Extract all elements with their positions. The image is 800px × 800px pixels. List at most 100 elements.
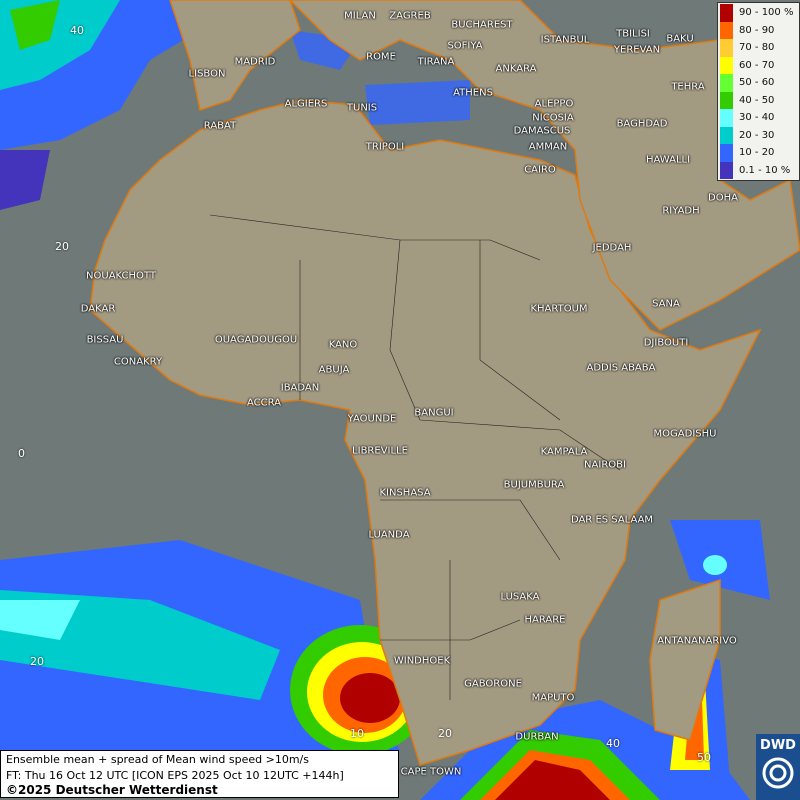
city-label: NOUAKCHOTT — [86, 270, 156, 282]
city-label: BAKU — [666, 33, 694, 45]
city-label: YAOUNDE — [347, 413, 397, 425]
city-label: ABUJA — [318, 364, 350, 376]
legend-item: 0.1 - 10 % — [718, 161, 799, 179]
city-label: BANGUI — [414, 407, 454, 419]
legend-swatch — [720, 144, 733, 162]
city-label: HARARE — [524, 614, 566, 626]
legend-label: 60 - 70 — [739, 59, 775, 71]
city-label: TRIPOLI — [365, 141, 405, 153]
info-forecast-time: FT: Thu 16 Oct 12 UTC [ICON EPS 2025 Oct… — [6, 768, 344, 782]
city-label: DAKAR — [80, 303, 116, 315]
city-label: CAPE TOWN — [400, 766, 462, 778]
legend-item: 30 - 40 — [718, 109, 799, 127]
legend-swatch — [720, 56, 733, 74]
city-label: AMMAN — [528, 141, 568, 153]
grid-label: 20 — [438, 727, 452, 740]
legend-label: 20 - 30 — [739, 129, 775, 141]
city-label: DAR ES SALAAM — [570, 514, 654, 526]
city-label: ISTANBUL — [540, 34, 590, 46]
city-label: NAIROBI — [584, 459, 626, 471]
city-label: RABAT — [203, 120, 237, 132]
city-label: OUAGADOUGOU — [214, 334, 298, 346]
city-label: ANTANANARIVO — [657, 635, 737, 647]
city-label: JEDDAH — [592, 242, 632, 254]
city-label: CONAKRY — [113, 356, 163, 368]
grid-label: 20 — [30, 655, 44, 668]
grid-label: 40 — [606, 737, 620, 750]
legend-swatch — [720, 161, 733, 179]
info-box: Ensemble mean + spread of Mean wind spee… — [0, 750, 399, 798]
city-label: NICOSIA — [532, 112, 574, 124]
legend-label: 80 - 90 — [739, 24, 775, 36]
city-label: ADDIS ABABA — [586, 362, 656, 374]
legend-label: 30 - 40 — [739, 112, 775, 124]
city-label: MOGADISHU — [653, 428, 717, 440]
city-label: GABORONE — [464, 678, 522, 690]
city-label: BUJUMBURA — [503, 479, 565, 491]
city-label: DOHA — [708, 192, 738, 204]
city-label: DAMASCUS — [513, 125, 571, 137]
city-label: BISSAU — [86, 334, 124, 346]
legend-label: 90 - 100 % — [739, 7, 794, 19]
legend-item: 80 - 90 — [718, 21, 799, 39]
city-label: ANKARA — [495, 63, 537, 75]
city-label: SANA — [652, 298, 680, 310]
city-label: LUANDA — [368, 529, 410, 541]
city-label: WINDHOEK — [393, 655, 451, 667]
city-label: ATHENS — [453, 87, 493, 99]
city-label: LUSAKA — [500, 591, 540, 603]
city-label: LIBREVILLE — [352, 445, 408, 457]
grid-label: 10 — [350, 727, 364, 740]
legend-swatch — [720, 39, 733, 57]
grid-label: 40 — [70, 24, 84, 37]
legend-label: 40 - 50 — [739, 94, 775, 106]
city-label: SOFIYA — [447, 40, 483, 52]
borders — [209, 214, 621, 700]
legend-swatch — [720, 91, 733, 109]
info-copyright: ©2025 Deutscher Wetterdienst — [6, 783, 218, 797]
legend-item: 50 - 60 — [718, 74, 799, 92]
city-label: MILAN — [344, 10, 376, 22]
legend-swatch — [720, 126, 733, 144]
city-label: RIYADH — [662, 205, 700, 217]
city-label: TIRANA — [417, 56, 455, 68]
legend-label: 70 - 80 — [739, 42, 775, 54]
city-label: LISBON — [188, 68, 226, 80]
legend-item: 10 - 20 — [718, 144, 799, 162]
legend-label: 0.1 - 10 % — [739, 164, 791, 176]
grid-label: 20 — [55, 240, 69, 253]
city-label: MAPUTO — [531, 692, 575, 704]
info-title: Ensemble mean + spread of Mean wind spee… — [6, 753, 309, 766]
city-label: BAGHDAD — [616, 118, 668, 130]
legend-swatch — [720, 74, 733, 92]
dwd-logo: DWD — [756, 734, 800, 800]
city-label: KANO — [328, 339, 358, 351]
city-label: DURBAN — [515, 731, 559, 743]
legend-swatch — [720, 109, 733, 127]
legend-label: 10 - 20 — [739, 147, 775, 159]
legend-swatch — [720, 21, 733, 39]
city-label: KINSHASA — [379, 487, 431, 499]
city-label: CAIRO — [524, 164, 556, 176]
legend-item: 70 - 80 — [718, 39, 799, 57]
legend: 90 - 100 % 80 - 90 70 - 80 60 - 70 50 - 60 40… — [717, 2, 800, 181]
city-label: ZAGREB — [389, 10, 431, 22]
city-label: ALGIERS — [284, 98, 328, 110]
city-label: TUNIS — [346, 102, 378, 114]
grid-label: 0 — [18, 447, 25, 460]
city-label: TBILISI — [616, 28, 650, 40]
city-label: ACCRA — [246, 397, 282, 409]
city-label: IBADAN — [280, 382, 320, 394]
legend-item: 40 - 50 — [718, 91, 799, 109]
grid-label: 50 — [697, 751, 711, 764]
city-label: KAMPALA — [540, 446, 588, 458]
city-label: KHARTOUM — [530, 303, 588, 315]
legend-item: 60 - 70 — [718, 56, 799, 74]
city-label: ROME — [366, 51, 396, 63]
city-label: MADRID — [234, 56, 276, 68]
city-label: ALEPPO — [534, 98, 574, 110]
legend-label: 50 - 60 — [739, 77, 775, 89]
city-label: TEHRA — [671, 81, 705, 93]
